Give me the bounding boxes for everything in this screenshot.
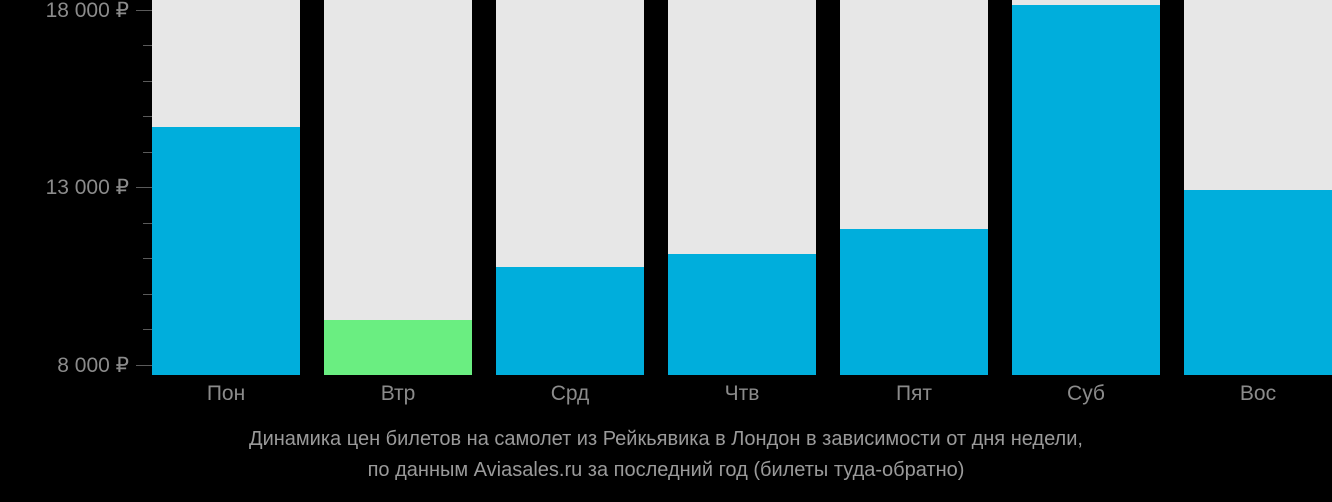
chart-caption: Динамика цен билетов на самолет из Рейкь… [0,424,1332,486]
x-axis-label: Пон [206,382,246,405]
bar-value[interactable] [152,127,300,375]
bar-value[interactable] [668,253,816,375]
y-axis-tick-label: 13 000 ₽ [45,176,129,199]
bar-group[interactable] [1012,0,1160,375]
bar-value[interactable] [324,319,472,375]
bar-group[interactable] [324,0,472,375]
bar-group[interactable] [1184,0,1332,375]
x-axis-label: Суб [1067,382,1105,405]
x-axis-label: Срд [550,382,590,405]
caption-line-2: по данным Aviasales.ru за последний год … [367,459,965,481]
y-axis-tick-label: 18 000 ₽ [45,0,129,22]
y-axis-tick-mark [143,222,152,224]
x-axis-label: Вос [1239,382,1277,405]
x-axis: Пон Втр Срд Чтв Пят Суб Вос [152,375,1332,420]
bar-value[interactable] [840,228,988,375]
x-axis-label: Пят [895,382,933,405]
y-axis-tick-label: 8 000 ₽ [57,353,129,377]
bar-group[interactable] [840,0,988,375]
bar-track [324,0,472,375]
y-axis-tick-mark [143,45,152,46]
y-axis-tick-mark [136,364,152,366]
bar-group[interactable] [668,0,816,375]
y-axis-tick-mark [143,329,152,330]
y-axis: 18 000 ₽ 13 000 ₽ 8 000 ₽ [0,0,152,377]
y-axis-tick-mark [136,187,152,188]
y-axis-tick-mark [143,151,152,153]
bar-value[interactable] [1184,190,1332,375]
y-axis-tick-mark [143,258,152,259]
y-axis-tick-mark [136,9,152,11]
plot-area [152,0,1332,375]
bar-value[interactable] [1012,5,1160,375]
bar-value[interactable] [496,267,644,375]
bar-group[interactable] [496,0,644,375]
y-axis-tick-mark [143,116,152,117]
caption-line-1: Динамика цен билетов на самолет из Рейкь… [249,428,1083,450]
bar-group[interactable] [152,0,300,375]
y-axis-tick-mark [143,293,152,295]
x-axis-label: Чтв [724,382,760,405]
x-axis-label: Втр [380,382,416,405]
y-axis-tick-mark [143,80,152,82]
